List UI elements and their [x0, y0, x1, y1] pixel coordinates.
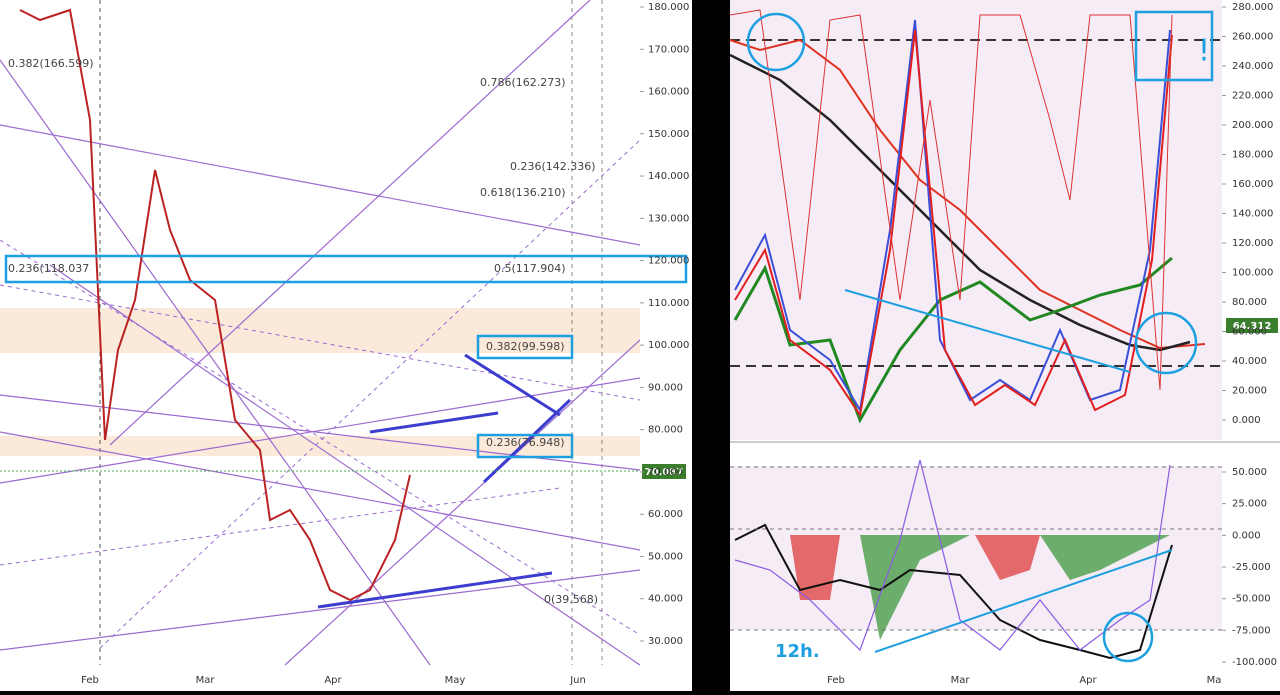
y-tick-label: 280.000 — [1232, 2, 1273, 13]
y-tick-label: 80.000 — [1232, 297, 1267, 308]
y-tick-label: 140.000 — [648, 171, 689, 182]
fib-label: 0.382(166.599) — [8, 57, 94, 70]
y-tick-label: 40.000 — [1232, 356, 1267, 367]
osc-line — [734, 523, 1173, 660]
y-tick-label: 130.000 — [648, 213, 689, 224]
histogram — [1040, 535, 1170, 580]
y-tick-label: -75.000 — [1232, 625, 1271, 636]
trend-line — [844, 289, 1131, 373]
y-tick-label: -50.000 — [1232, 594, 1271, 605]
price-tag: 64.312 — [1233, 321, 1272, 332]
y-tick-label: 50.000 — [1232, 467, 1267, 478]
highlight-circle — [1102, 611, 1154, 663]
y-tick-label: 40.000 — [648, 594, 683, 605]
y-tick-label: 50.000 — [648, 551, 683, 562]
y-tick-label: 220.000 — [1232, 91, 1273, 102]
month-label: Jun — [569, 675, 586, 686]
month-label: May — [445, 675, 466, 686]
fib-label: 0.5(117.904) — [494, 262, 566, 275]
annotation-mark: ! — [1198, 34, 1210, 69]
drawings — [317, 353, 572, 609]
highlight-box — [476, 433, 574, 459]
y-tick-label: 160.000 — [648, 87, 689, 98]
y-tick-label: 90.000 — [648, 382, 683, 393]
y-tick-label: 100.000 — [1232, 268, 1273, 279]
osc-line — [734, 459, 1171, 652]
y-tick-label: 240.000 — [1232, 61, 1273, 72]
y-tick-label: 30.000 — [648, 636, 683, 647]
price-tag: 70.087 — [645, 467, 684, 478]
histogram — [860, 535, 970, 640]
y-tick-label: 25.000 — [1232, 499, 1267, 510]
month-label: Apr — [1079, 675, 1097, 686]
trend-lines — [0, 0, 641, 666]
fib-label: 0.786(162.273) — [480, 76, 566, 89]
highlight-box — [4, 254, 688, 284]
price-tag-bg — [1226, 318, 1278, 333]
highlight-box — [476, 334, 574, 360]
fib-label: 0.382(99.598) — [486, 340, 565, 353]
month-label: Feb — [827, 675, 845, 686]
month-label: Ma — [1207, 675, 1222, 686]
month-label: Mar — [951, 675, 971, 686]
fib-label: 0(39.568) — [544, 593, 598, 606]
y-tick-label: -100.000 — [1232, 657, 1277, 668]
month-label: Apr — [324, 675, 342, 686]
highlight-box — [1134, 10, 1214, 82]
month-label: Feb — [81, 675, 99, 686]
price-tag-bg — [642, 464, 686, 479]
y-tick-label: 160.000 — [1232, 179, 1273, 190]
highlight-circle — [746, 12, 806, 72]
y-tick-label: 180.000 — [648, 2, 689, 13]
y-tick-label: 150.000 — [648, 129, 689, 140]
y-tick-label: 260.000 — [1232, 32, 1273, 43]
y-tick-label: 100.000 — [648, 340, 689, 351]
y-tick-label: -25.000 — [1232, 562, 1271, 573]
month-label: Mar — [196, 675, 216, 686]
y-tick-label: 120.000 — [1232, 238, 1273, 249]
y-tick-label: 140.000 — [1232, 209, 1273, 220]
highlight-circle — [1134, 311, 1198, 375]
fib-label: 0.236(142.336) — [510, 160, 596, 173]
y-tick-label: 120.000 — [648, 256, 689, 267]
y-tick-label: 60.000 — [1232, 327, 1267, 338]
y-tick-label: 0.000 — [1232, 415, 1261, 426]
trend-line — [874, 549, 1173, 653]
histogram — [975, 535, 1040, 580]
price-path — [19, 8, 411, 602]
fib-label: 0.236(118.037 — [8, 262, 89, 275]
y-tick-label: 80.000 — [648, 425, 683, 436]
y-tick-label: 110.000 — [648, 298, 689, 309]
y-tick-label: 180.000 — [1232, 150, 1273, 161]
fib-label: 0.618(136.210) — [480, 186, 566, 199]
y-tick-label: 60.000 — [648, 509, 683, 520]
y-tick-label: 0.000 — [1232, 530, 1261, 541]
y-tick-label: 170.000 — [648, 44, 689, 55]
zone — [0, 308, 640, 353]
y-tick-label: 200.000 — [1232, 120, 1273, 131]
indicator-lines — [729, 9, 1206, 424]
annotation: 12h. — [775, 641, 820, 662]
divider — [692, 0, 730, 691]
fib-label: 0.236(76.948) — [486, 436, 565, 449]
y-tick-label: 70.000 — [648, 467, 683, 478]
y-tick-label: 20.000 — [1232, 386, 1267, 397]
